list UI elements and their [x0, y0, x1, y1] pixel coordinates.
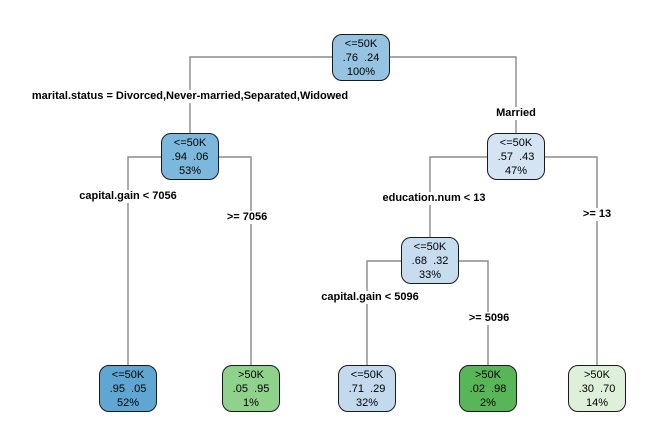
- node-probabilities: .02 .98: [469, 383, 507, 395]
- tree-node-married: <=50K .57 .43 47%: [487, 133, 545, 180]
- node-probabilities: .71 .29: [348, 383, 386, 395]
- edge-notmarried-left: [127, 156, 161, 366]
- branch-label-ge-13: >= 13: [579, 208, 615, 221]
- branch-label-ge-5096: >= 5096: [465, 312, 513, 325]
- node-coverage-pct: 2%: [480, 397, 496, 409]
- edge-married-right: [545, 156, 598, 366]
- node-coverage-pct: 100%: [346, 66, 376, 78]
- node-probabilities: .94 .06: [171, 151, 209, 163]
- node-coverage-pct: 33%: [418, 269, 442, 281]
- node-coverage-pct: 47%: [504, 165, 528, 177]
- node-probabilities: .68 .32: [411, 255, 449, 267]
- node-class-label: <=50K: [350, 369, 384, 381]
- node-class-label: >50K: [238, 369, 264, 381]
- tree-leaf-5: >50K .30 .70 14%: [568, 365, 626, 412]
- node-probabilities: .30 .70: [578, 383, 616, 395]
- split-label-capital-gain-7056: capital.gain < 7056: [76, 190, 180, 203]
- tree-leaf-1: <=50K .95 .05 52%: [99, 365, 157, 412]
- node-probabilities: .05 .95: [232, 383, 270, 395]
- node-coverage-pct: 52%: [116, 397, 140, 409]
- node-class-label: <=50K: [344, 38, 378, 50]
- split-label-education-num-13: education.num < 13: [379, 192, 489, 205]
- edge-loweducation-right: [459, 260, 489, 366]
- tree-leaf-3: <=50K .71 .29 32%: [338, 365, 396, 412]
- node-coverage-pct: 14%: [585, 397, 609, 409]
- node-probabilities: .95 .05: [109, 383, 147, 395]
- node-class-label: <=50K: [111, 369, 145, 381]
- node-class-label: <=50K: [413, 241, 447, 253]
- edge-loweducation-left: [366, 260, 401, 366]
- tree-node-root: <=50K .76 .24 100%: [332, 34, 390, 81]
- tree-leaf-4: >50K .02 .98 2%: [459, 365, 517, 412]
- node-probabilities: .57 .43: [497, 151, 535, 163]
- branch-label-ge-7056: >= 7056: [223, 211, 271, 224]
- edge-notmarried-right: [219, 156, 252, 366]
- node-coverage-pct: 32%: [355, 397, 379, 409]
- edge-married-left: [429, 156, 487, 238]
- node-coverage-pct: 1%: [243, 397, 259, 409]
- tree-node-not-married: <=50K .94 .06 53%: [161, 133, 219, 180]
- tree-node-low-education: <=50K .68 .32 33%: [401, 237, 459, 284]
- node-probabilities: .76 .24: [342, 52, 380, 64]
- node-class-label: <=50K: [499, 137, 533, 149]
- edge-root-left: [189, 56, 332, 134]
- node-class-label: >50K: [475, 369, 501, 381]
- split-label-capital-gain-5096: capital.gain < 5096: [318, 291, 422, 304]
- node-class-label: <=50K: [173, 137, 207, 149]
- node-coverage-pct: 53%: [178, 165, 202, 177]
- split-label-marital-status: marital.status = Divorced,Never-married,…: [28, 90, 352, 103]
- branch-label-married: Married: [493, 107, 539, 120]
- node-class-label: >50K: [584, 369, 610, 381]
- edge-root-right: [390, 56, 517, 134]
- tree-leaf-2: >50K .05 .95 1%: [222, 365, 280, 412]
